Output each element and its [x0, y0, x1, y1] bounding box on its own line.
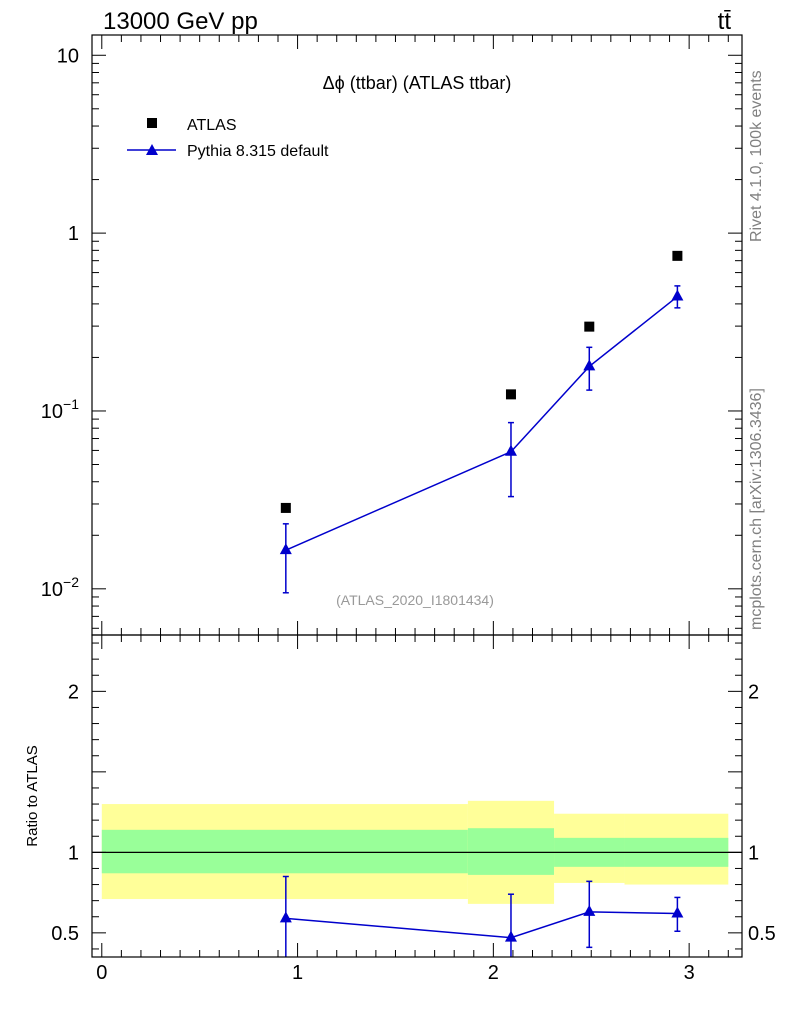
x-tick-label: 1 — [292, 962, 303, 984]
atlas-point — [505, 389, 516, 400]
x-tick-label: 2 — [488, 962, 499, 984]
ratio-ylabel: Ratio to ATLAS — [24, 745, 41, 846]
ratio-y-tick-label: 1 — [748, 842, 759, 864]
y-tick-label: 10 — [57, 45, 79, 67]
pythia-line — [285, 295, 678, 551]
y-tick-label: 10−1 — [41, 396, 79, 423]
main-title: Δϕ (ttbar) (ATLAS ttbar) — [323, 73, 512, 93]
x-tick-label: 3 — [684, 962, 695, 984]
ratio-point — [671, 906, 684, 918]
rivet-version-label: Rivet 4.1.0, 100k events — [748, 70, 765, 242]
ratio-y-tick-label: 1 — [68, 842, 79, 864]
main-series — [279, 250, 684, 594]
legend-label-pythia: Pythia 8.315 default — [187, 143, 329, 160]
legend: ATLAS Pythia 8.315 default — [127, 117, 329, 160]
ratio-band-inner — [101, 829, 468, 874]
atlas-point — [280, 502, 291, 513]
main-panel: 10−2 10−1 1 10 Δϕ (ttbar) (ATLAS ttbar) (AT… — [41, 34, 743, 636]
legend-marker-atlas — [147, 118, 157, 128]
legend-label-atlas: ATLAS — [187, 117, 237, 134]
ratio-point — [279, 911, 292, 923]
pythia-point — [671, 289, 684, 301]
ratio-point — [504, 930, 517, 942]
analysis-watermark: (ATLAS_2020_I1801434) — [336, 592, 494, 608]
ratio-point — [583, 904, 596, 916]
process-label: tt̄ — [718, 8, 732, 35]
ratio-axis-ticks: 0.5 0.5 1 1 2 2 0 1 2 3 — [51, 635, 776, 984]
ratio-line — [285, 911, 678, 939]
atlas-point — [584, 321, 595, 332]
ratio-y-tick-label: 2 — [68, 681, 79, 703]
y-tick-label: 10−2 — [41, 574, 79, 601]
main-axis-ticks: 10−2 10−1 1 10 — [41, 35, 742, 635]
ratio-y-tick-label: 0.5 — [51, 923, 79, 945]
ratio-y-tick-label: 0.5 — [748, 923, 776, 945]
mcplots-label: mcplots.cern.ch [arXiv:1306.3436] — [748, 388, 765, 630]
legend-marker-pythia — [146, 144, 158, 155]
pythia-point — [504, 444, 517, 456]
pythia-point — [583, 359, 596, 371]
collision-label: 13000 GeV pp — [103, 8, 258, 35]
ratio-panel: 0.5 0.5 1 1 2 2 0 1 2 3 Ratio to ATLAS — [24, 634, 776, 984]
ratio-frame — [91, 634, 743, 958]
ratio-band-inner — [467, 828, 555, 875]
pythia-point — [279, 543, 292, 555]
ratio-series — [279, 875, 684, 957]
ratio-series-group — [279, 875, 684, 957]
y-tick-label: 1 — [68, 223, 79, 245]
atlas-point — [672, 250, 683, 261]
ratio-y-tick-label: 2 — [748, 681, 759, 703]
x-tick-label: 0 — [96, 962, 107, 984]
